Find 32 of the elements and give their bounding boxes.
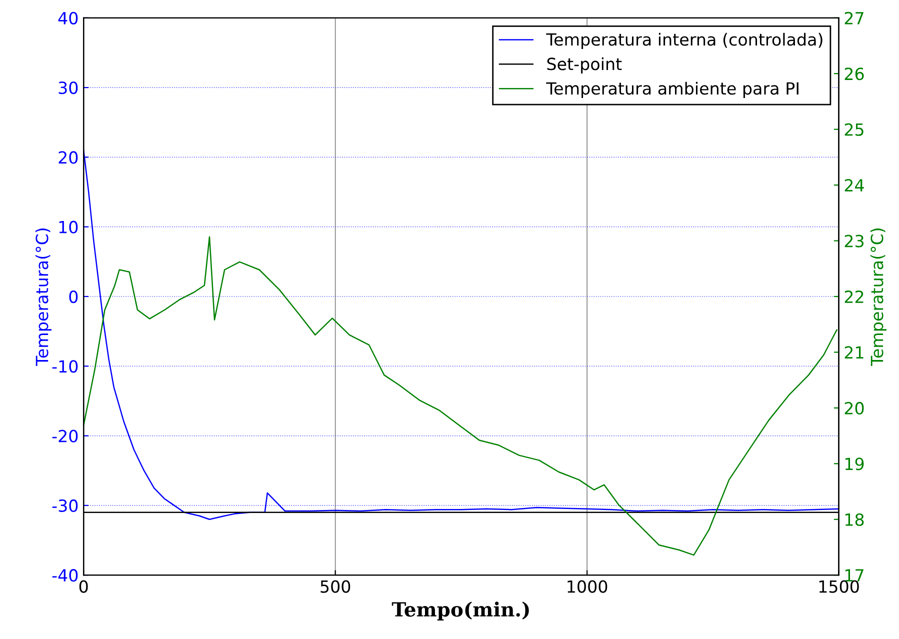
y2-tick-label: 19 xyxy=(845,458,864,470)
x-tick-label: 1500 xyxy=(819,580,859,593)
line-series xyxy=(84,236,838,556)
y-tick-label: 30 xyxy=(58,82,78,94)
y2-tick-label: 27 xyxy=(844,12,864,24)
y2-tick-label: 25 xyxy=(844,123,864,136)
y2-tick-label: 21 xyxy=(844,346,864,359)
y-tick-label: 40 xyxy=(58,12,78,24)
y2-tick-label: 22 xyxy=(844,290,864,303)
y2-tick-label: 17 xyxy=(845,569,864,582)
legend-label: Set-point xyxy=(547,57,622,74)
y2-tick-label: 26 xyxy=(844,68,864,80)
y2-tick-label: 18 xyxy=(845,513,864,526)
x-tick-label: 0 xyxy=(79,580,88,593)
y-tick-label: -40 xyxy=(52,569,78,582)
y-tick-label: 10 xyxy=(59,220,78,234)
legend-label: Temperatura ambiente para PI xyxy=(546,82,798,98)
y2-axis-title: Temperatura(°C) xyxy=(870,228,887,366)
x-tick-label: 500 xyxy=(320,580,350,593)
y2-tick-label: 24 xyxy=(844,179,864,192)
y-tick-label: 20 xyxy=(58,151,78,164)
x-tick-label: 1000 xyxy=(568,580,608,593)
y-tick-label: -10 xyxy=(52,360,78,373)
y-tick-label: 0 xyxy=(69,290,78,304)
line-series xyxy=(84,150,839,520)
y-axis-title: Temperatura(°C) xyxy=(35,228,52,366)
legend-label: Temperatura interna (controlada) xyxy=(546,32,822,50)
x-axis-title: Tempo(min.) xyxy=(392,602,529,620)
y-tick-label: -20 xyxy=(52,430,78,442)
y-tick-label: -30 xyxy=(52,499,78,512)
y2-tick-label: 23 xyxy=(844,234,864,248)
y2-tick-label: 20 xyxy=(844,402,864,415)
